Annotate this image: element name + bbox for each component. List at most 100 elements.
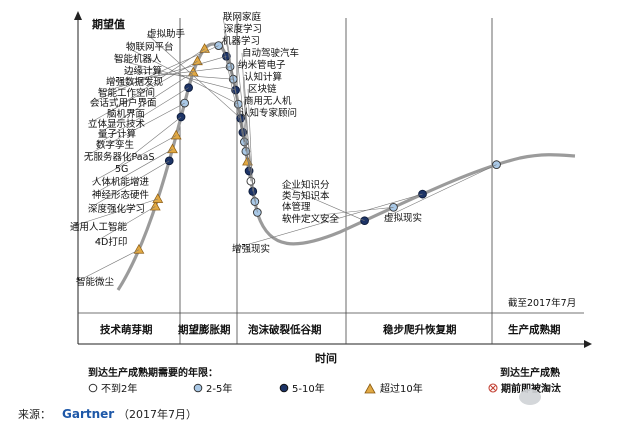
phase-label-3: 泡沫破裂低谷期 (248, 323, 322, 336)
tech-label: 通用人工智能 (70, 221, 128, 233)
leader-line (95, 87, 189, 146)
tech-label: 立体显示技术 (88, 118, 146, 130)
legend-circle-dark-icon (279, 383, 289, 393)
legend-item-obsolete: 期前即被淘汰 (488, 382, 562, 395)
source-date: （2017年7月） (118, 407, 197, 421)
legend-item-lt2: 不到2年 (88, 382, 137, 395)
leader-line (83, 102, 185, 158)
legend-item-gt10: 超过10年 (364, 382, 423, 395)
legend-label-lt2: 不到2年 (101, 382, 137, 395)
tech-label: 神经形态硬件 (92, 189, 150, 201)
leader-line (146, 33, 241, 119)
leader-line (75, 249, 140, 283)
leader-line (91, 149, 173, 196)
tech-label: 边缘计算 (124, 65, 162, 77)
phase-label-2: 期望膨胀期 (178, 323, 231, 336)
tech-label-line: 体管理 (282, 201, 311, 213)
tech-label: 软件定义安全 (282, 213, 340, 225)
phase-label-5: 生产成熟期 (508, 323, 561, 336)
leader-line (243, 100, 256, 202)
tech-label: 量子计算 (98, 128, 136, 140)
leader-line (87, 160, 170, 210)
x-axis-label: 时间 (315, 351, 337, 365)
tech-label: 无服务器化PaaS (84, 151, 154, 163)
tech-label: 虚拟助手 (147, 28, 186, 40)
legend-circle-light-icon (193, 383, 203, 393)
legend-label-5to10: 5-10年 (292, 382, 325, 395)
legend-circle-white-icon (88, 383, 98, 393)
tech-label: 人体机能增进 (92, 176, 150, 188)
legend-item-2to5: 2-5年 (193, 382, 232, 395)
leader-line (97, 55, 227, 94)
leader-line (89, 45, 219, 104)
leader-line (69, 198, 158, 228)
leader-line (221, 40, 247, 152)
leader-lines (69, 16, 497, 283)
legend-triangle-icon (364, 383, 376, 394)
tech-label: 智能机器人 (114, 53, 162, 65)
tech-marker-circle (253, 208, 262, 217)
tech-label: 深度强化学习 (88, 203, 145, 215)
watermark: IT168文库 (519, 389, 608, 405)
legend-label-gt10: 超过10年 (380, 382, 423, 395)
tech-label: 增强数据发现 (106, 76, 164, 88)
leader-line (114, 116, 182, 170)
tech-label: 商用无人机 (244, 95, 292, 107)
leader-line (94, 206, 156, 243)
y-axis-arrow (74, 11, 82, 20)
tech-label-line: 企业知识分 (282, 179, 330, 191)
leader-line (223, 28, 245, 142)
leader-line (91, 135, 177, 183)
tech-label-line: 类与知识本 (282, 190, 330, 202)
tech-label: 深度学习 (224, 23, 262, 35)
tech-label: 认知专家顾问 (240, 107, 297, 119)
tech-label: 智能微尘 (76, 276, 115, 288)
tech-marker-triangle (133, 244, 145, 254)
legend-obsolete-title: 到达生产成熟 (500, 366, 560, 379)
tech-marker-circle (180, 98, 189, 108)
tech-label: 会话式用户界面 (90, 97, 157, 109)
as-of-note: 截至2017年7月 (508, 297, 576, 309)
tech-label: 数字孪生 (96, 139, 135, 151)
leader-line (97, 72, 194, 135)
tech-label: 智能工作空间 (98, 87, 155, 99)
tech-marker-triangle (170, 129, 182, 140)
tech-label: 物联网平台 (126, 41, 174, 53)
legend-item-5to10: 5-10年 (279, 382, 325, 395)
leader-line (222, 16, 244, 133)
tech-label: 虚拟现实 (384, 212, 422, 224)
tech-label: 纳米管电子 (238, 59, 286, 71)
source-prefix: 来源： (18, 407, 51, 421)
tech-label: 认知计算 (244, 71, 282, 83)
source-brand: Gartner (62, 407, 114, 421)
x-axis-arrow (584, 340, 592, 348)
tech-label: 5G (115, 164, 128, 175)
leader-line (113, 58, 236, 91)
tech-label: 机器学习 (222, 35, 260, 47)
tech-marker-circle (184, 83, 193, 93)
leader-line (243, 76, 252, 182)
tech-label: 4D打印 (95, 236, 127, 248)
tech-marker-circle (164, 156, 174, 166)
tech-label: 增强现实 (232, 243, 270, 255)
leader-line (125, 46, 239, 105)
watermark-text: IT168文库 (546, 389, 608, 404)
leader-line (383, 164, 497, 219)
tech-label: 区块链 (248, 83, 277, 95)
phase-label-1: 技术萌芽期 (100, 323, 153, 336)
leader-line (239, 112, 258, 213)
leader-line (106, 48, 205, 115)
tech-label: 自动驾驶汽车 (242, 47, 299, 59)
tech-label: 脑机界面 (107, 108, 145, 120)
wechat-icon (519, 389, 541, 405)
legend-title: 到达生产成熟期需要的年限： (88, 366, 218, 379)
phase-label-4: 稳步爬升恢复期 (383, 323, 457, 336)
technology-labels: 智能微尘 4D打印 通用人工智能 深度强化学习 神经形态硬件人体机能增进5G无服务器化P… (70, 11, 422, 288)
legend-label-2to5: 2-5年 (206, 382, 232, 395)
tech-label: 企业知识分类与知识本体管理 (282, 179, 330, 213)
leader-line (87, 60, 198, 125)
leader-line (281, 206, 394, 220)
tech-label: 联网家庭 (223, 11, 262, 23)
leader-line (123, 70, 234, 80)
